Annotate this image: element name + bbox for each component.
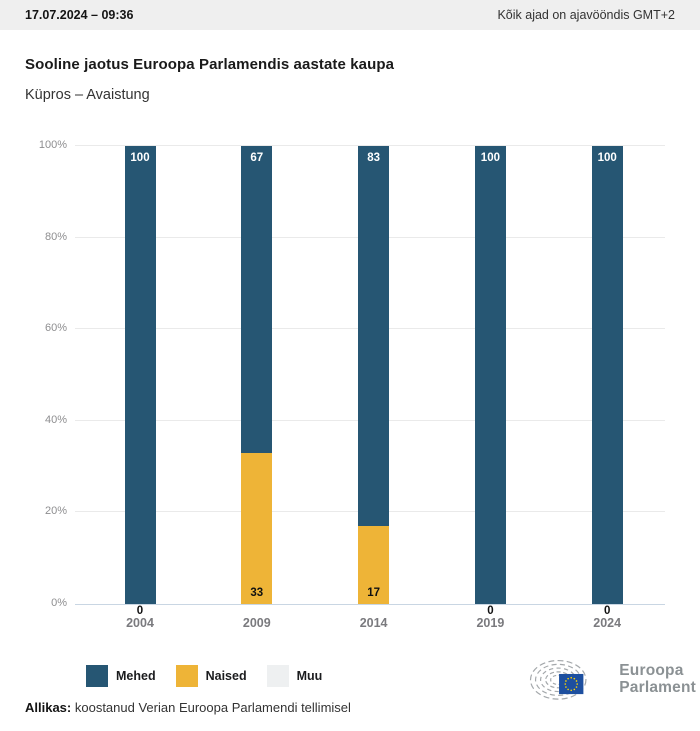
logo-line2: Parlament xyxy=(619,679,696,696)
legend-label-muu: Muu xyxy=(296,669,323,683)
bar-2004: 100 0 xyxy=(124,146,156,617)
value-label-naised-2019: 0 xyxy=(487,605,494,617)
header-timezone-note: Kõik ajad on ajavööndis GMT+2 xyxy=(497,8,675,22)
value-label-mehed-2019: 100 xyxy=(480,152,500,164)
x-axis-tick-label-2024: 2024 xyxy=(593,616,622,630)
legend-item-naised[interactable]: Naised xyxy=(175,665,247,687)
stacked-bar-chart: 0% 20% 40% 60% 80% 100% 100 0 2004 67 33 2009 83 17 20… xyxy=(39,139,665,630)
legend-swatch-muu xyxy=(266,665,289,687)
chart-title: Sooline jaotus Euroopa Parlamendis aasta… xyxy=(25,56,395,73)
source-label: Allikas: xyxy=(25,700,72,715)
bar-segment-mehed-2014[interactable] xyxy=(358,146,390,527)
chart-legend: Mehed Naised Muu xyxy=(86,665,342,687)
value-label-mehed-2024: 100 xyxy=(597,152,617,164)
bar-2009: 67 33 xyxy=(241,146,273,604)
europarl-hemicycle-flag-icon xyxy=(529,659,587,700)
bar-segment-naised-2014[interactable] xyxy=(358,526,390,604)
bar-segment-mehed-2004[interactable] xyxy=(124,146,156,604)
value-label-naised-2014: 17 xyxy=(367,587,380,599)
bar-segment-mehed-2024[interactable] xyxy=(591,146,623,604)
y-axis-tick-label: 80% xyxy=(44,230,67,243)
value-label-naised-2009: 33 xyxy=(250,587,264,599)
bar-2019: 100 0 xyxy=(474,146,506,617)
bar-segment-mehed-2009[interactable] xyxy=(241,146,273,453)
legend-label-naised: Naised xyxy=(205,669,247,683)
value-label-mehed-2014: 83 xyxy=(367,152,380,164)
legend-label-mehed: Mehed xyxy=(116,669,156,683)
europarl-logo: Euroopa Parlament xyxy=(528,652,696,706)
y-axis-tick-label: 40% xyxy=(44,413,67,426)
header-bar: 17.07.2024 – 09:36 Kõik ajad on ajavöönd… xyxy=(0,0,700,30)
bar-2024: 100 0 xyxy=(591,146,623,617)
value-label-naised-2004: 0 xyxy=(136,605,144,617)
source-text: koostanud Verian Euroopa Parlamendi tell… xyxy=(71,700,351,715)
value-label-naised-2024: 0 xyxy=(603,605,611,617)
bar-segment-mehed-2019[interactable] xyxy=(474,146,506,604)
y-axis-tick-label: 20% xyxy=(44,505,67,518)
x-axis-tick-label-2004: 2004 xyxy=(126,616,154,630)
bar-segment-naised-2009[interactable] xyxy=(241,452,273,604)
legend-swatch-naised xyxy=(175,665,198,687)
x-axis-tick-label-2009: 2009 xyxy=(242,616,271,630)
header-datetime: 17.07.2024 – 09:36 xyxy=(25,8,134,22)
gridline xyxy=(75,145,665,146)
y-axis-tick-label: 0% xyxy=(51,597,67,609)
x-axis-line xyxy=(75,604,665,605)
bar-2014: 83 17 xyxy=(358,146,390,604)
y-axis-tick-label: 100% xyxy=(38,139,67,151)
source-note: Allikas: koostanud Verian Euroopa Parlam… xyxy=(25,700,351,715)
x-axis-tick-label-2019: 2019 xyxy=(476,616,505,630)
logo-line1: Euroopa xyxy=(619,662,684,679)
legend-swatch-mehed xyxy=(86,665,108,687)
legend-item-muu[interactable]: Muu xyxy=(266,665,323,687)
europarl-logo-text: Euroopa Parlament xyxy=(619,662,696,696)
value-label-mehed-2004: 100 xyxy=(130,152,150,164)
y-axis-tick-label: 60% xyxy=(44,322,67,335)
legend-item-mehed[interactable]: Mehed xyxy=(86,665,156,687)
value-label-mehed-2009: 67 xyxy=(250,152,264,164)
chart-subtitle: Küpros – Avaistung xyxy=(25,87,150,103)
x-axis-tick-label-2014: 2014 xyxy=(359,616,388,630)
